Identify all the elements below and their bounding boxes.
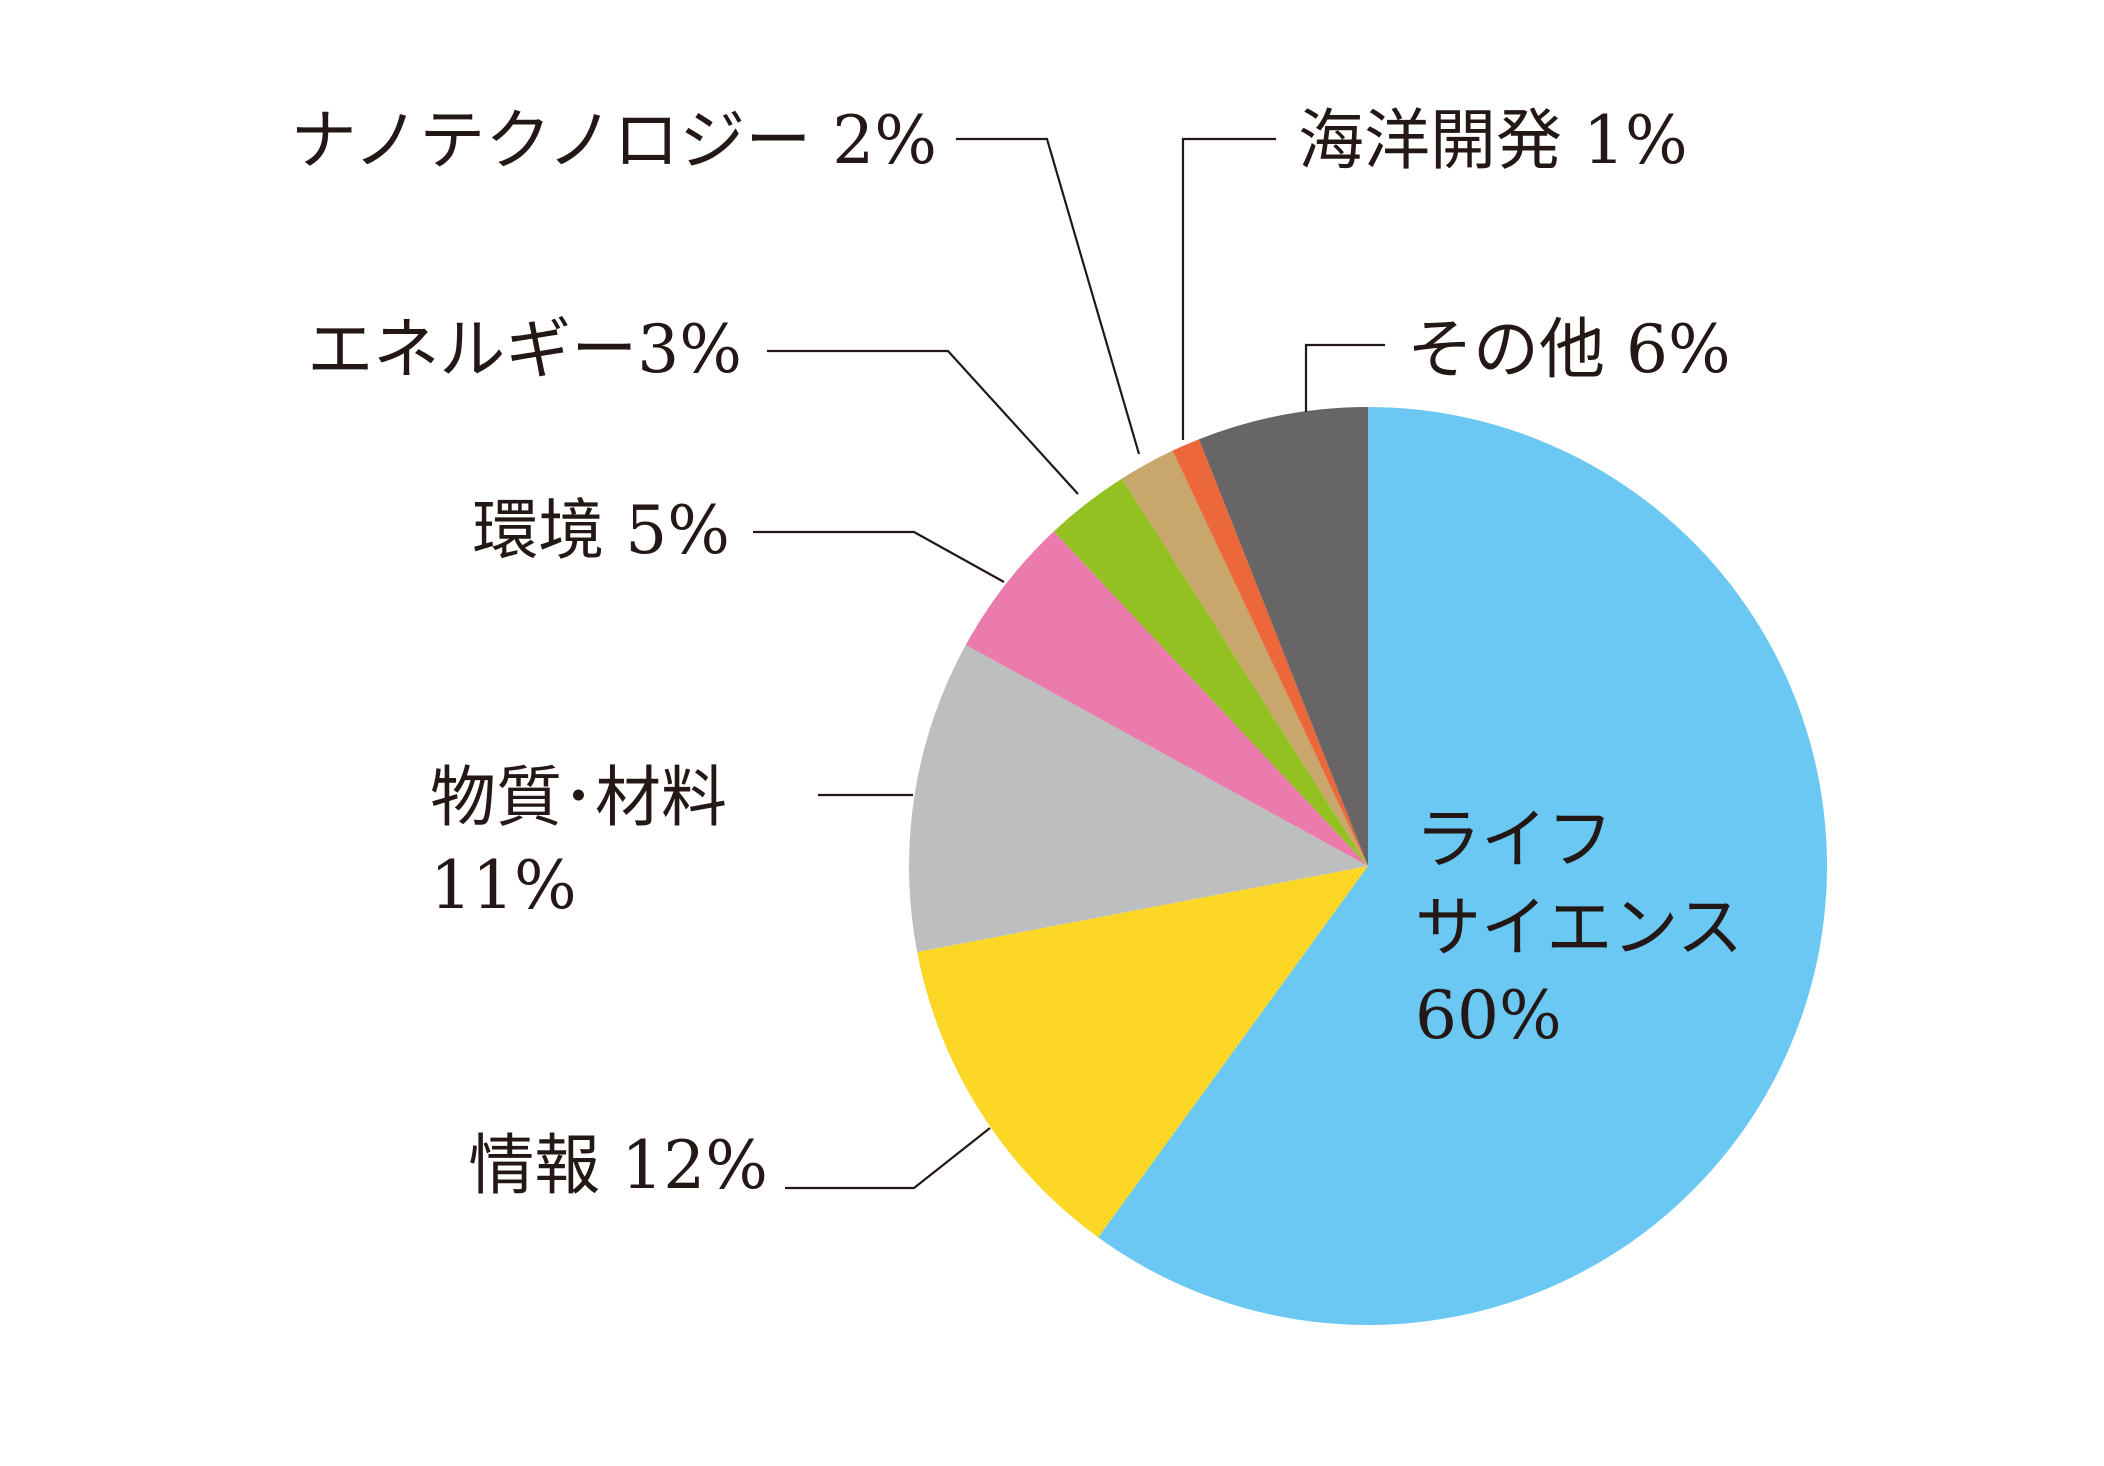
- slice-labels: ライフサイエンス 60% 情報 12% 物質･材料 11% 環境 5% エネルギー3% ナノテ…: [291, 102, 1743, 1204]
- slice-label-0-line-1: サイエンス: [1415, 889, 1743, 966]
- pie-slice-2: [909, 644, 1368, 953]
- slice-label-7: その他 6%: [1407, 311, 1731, 388]
- slice-label-6-line-0: 海洋開発 1%: [1298, 102, 1688, 179]
- slice-label-0: ライフサイエンス 60%: [1415, 801, 1743, 1054]
- leader-line-7: [1304, 343, 1385, 412]
- slice-label-5-line-0: ナノテクノロジー 2%: [291, 102, 937, 179]
- pie-slices: [909, 407, 1828, 1325]
- leader-line-4: [767, 349, 1079, 495]
- slice-label-1-line-0: 情報 12%: [468, 1127, 768, 1204]
- pie-slice-1: [917, 866, 1368, 1238]
- slice-label-0-line-0: ライフ: [1415, 801, 1613, 878]
- leader-line-6: [1181, 137, 1276, 440]
- pie-slice-4: [1053, 478, 1368, 866]
- slice-label-5: ナノテクノロジー 2%: [291, 102, 937, 179]
- slice-label-0-line-2: 60%: [1415, 977, 1562, 1054]
- slice-label-2-line-0: 物質･材料: [430, 759, 727, 836]
- slice-label-3: 環境 5%: [472, 492, 730, 569]
- pie-slice-5: [1122, 450, 1368, 866]
- slice-label-2: 物質･材料 11%: [430, 759, 727, 924]
- leader-line-3: [753, 530, 1005, 583]
- leader-line-1: [785, 1127, 991, 1190]
- slice-label-2-line-1: 11%: [430, 847, 577, 924]
- slice-label-6: 海洋開発 1%: [1298, 102, 1688, 179]
- slice-label-4-line-0: エネルギー3%: [307, 311, 742, 388]
- leader-lines: [753, 137, 1385, 1190]
- slice-label-3-line-0: 環境 5%: [472, 492, 730, 569]
- slice-label-4: エネルギー3%: [307, 311, 742, 388]
- leader-line-5: [956, 137, 1141, 455]
- pie-slice-0: [1098, 407, 1828, 1325]
- slice-label-7-line-0: その他 6%: [1407, 311, 1731, 388]
- slice-label-1: 情報 12%: [468, 1127, 768, 1204]
- pie-slice-7: [1199, 407, 1368, 866]
- pie-slice-6: [1172, 439, 1368, 866]
- pie-slice-3: [965, 531, 1368, 866]
